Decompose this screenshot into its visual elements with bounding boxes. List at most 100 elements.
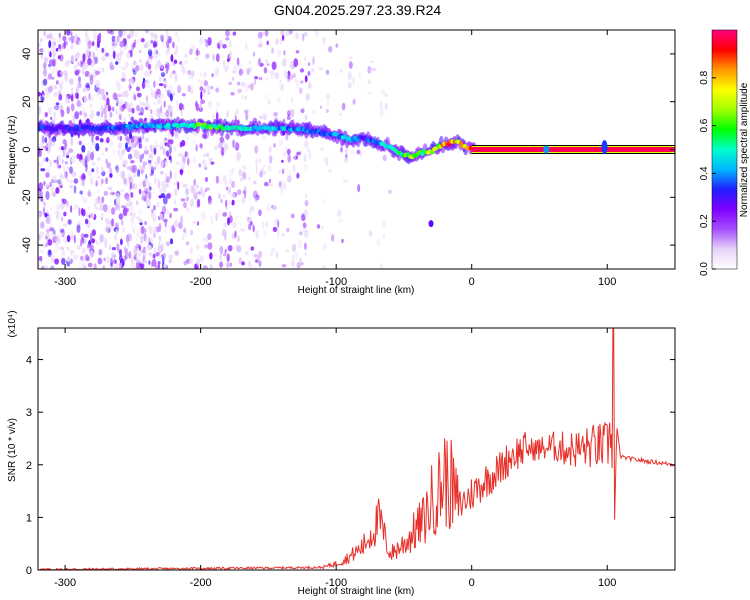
y-tick-label: -20	[21, 189, 33, 205]
colorbar-tick-label: 0.6	[699, 118, 710, 132]
noise-speckle	[236, 245, 242, 253]
noise-speckle	[382, 220, 386, 227]
noise-speckle	[156, 201, 160, 208]
noise-speckle	[152, 253, 156, 259]
noise-speckle	[43, 56, 48, 64]
noise-speckle	[304, 194, 308, 199]
noise-speckle	[379, 101, 383, 110]
noise-speckle	[56, 203, 60, 212]
noise-speckle	[164, 161, 168, 167]
noise-speckle	[359, 152, 363, 157]
colorbar-frame	[711, 29, 738, 270]
noise-speckle	[70, 43, 74, 50]
noise-speckle	[205, 85, 208, 93]
noise-speckle	[234, 111, 238, 115]
noise-speckle	[203, 71, 207, 78]
noise-speckle	[111, 106, 115, 112]
outlier-point	[428, 220, 434, 228]
noise-speckle	[341, 102, 346, 111]
noise-speckle	[39, 191, 44, 198]
noise-speckle	[181, 139, 186, 147]
noise-speckle	[296, 172, 300, 179]
noise-speckle	[172, 41, 175, 49]
noise-speckle	[384, 102, 388, 110]
y-tick-label: 1	[26, 512, 32, 524]
noise-speckle	[158, 83, 164, 87]
noise-speckle	[177, 37, 181, 42]
noise-speckle	[67, 219, 73, 225]
noise-speckle	[130, 160, 135, 164]
noise-speckle	[112, 257, 116, 267]
noise-speckle	[59, 83, 63, 89]
noise-speckle	[89, 178, 94, 186]
noise-speckle	[291, 259, 295, 268]
noise-speckle	[38, 234, 41, 241]
noise-speckle	[220, 146, 225, 156]
noise-speckle	[107, 105, 112, 112]
noise-speckle	[178, 83, 182, 92]
noise-speckle	[103, 94, 106, 101]
noise-speckle	[66, 30, 71, 36]
noise-speckle	[144, 79, 149, 83]
top-y-ticks: -40 -20 0 20 40	[21, 48, 675, 253]
noise-speckle	[137, 244, 141, 249]
noise-speckle	[196, 48, 199, 57]
noise-speckle	[119, 171, 123, 176]
noise-speckle	[50, 83, 54, 90]
noise-speckle	[253, 78, 257, 86]
noise-speckle	[49, 159, 52, 167]
noise-speckle	[142, 164, 146, 169]
noise-speckle	[153, 205, 156, 211]
noise-speckle	[219, 261, 224, 268]
noise-speckle	[39, 231, 45, 238]
noise-speckle	[384, 93, 389, 97]
noise-speckle	[230, 192, 236, 199]
noise-speckle	[207, 91, 211, 96]
noise-speckle	[58, 182, 63, 187]
noise-speckle	[149, 186, 152, 191]
noise-speckle	[149, 70, 152, 75]
noise-speckle	[89, 74, 94, 81]
noise-speckle	[225, 206, 228, 210]
noise-speckle	[318, 67, 324, 71]
noise-speckle	[189, 48, 193, 56]
noise-speckle	[376, 238, 380, 246]
noise-speckle	[115, 108, 118, 115]
noise-speckle	[91, 134, 94, 143]
noise-speckle	[128, 78, 131, 83]
noise-speckle	[150, 166, 155, 174]
noise-speckle	[165, 109, 170, 118]
noise-speckle	[210, 85, 214, 90]
noise-speckle	[157, 180, 161, 189]
noise-speckle	[388, 189, 392, 194]
noise-speckle	[169, 71, 173, 79]
noise-speckle	[74, 111, 79, 120]
noise-speckle	[95, 135, 100, 141]
noise-speckle	[49, 182, 52, 188]
noise-speckle	[215, 212, 218, 222]
noise-speckle	[144, 187, 149, 194]
noise-speckle	[91, 168, 95, 173]
noise-speckle	[162, 256, 165, 266]
noise-speckle	[126, 233, 132, 241]
noise-speckle	[174, 171, 177, 180]
noise-speckle	[139, 63, 144, 72]
noise-speckle	[152, 213, 157, 222]
noise-speckle	[123, 30, 127, 37]
noise-speckle	[288, 168, 291, 178]
noise-speckle	[184, 59, 189, 65]
noise-speckle	[79, 110, 83, 116]
x-tick-label: 100	[598, 276, 616, 288]
noise-speckle	[139, 179, 144, 188]
noise-speckle	[129, 30, 135, 38]
noise-speckle	[93, 263, 97, 269]
noise-speckle	[86, 44, 92, 49]
noise-speckle	[163, 139, 168, 143]
noise-speckle	[237, 235, 240, 243]
noise-speckle	[233, 141, 237, 149]
noise-speckle	[185, 188, 190, 196]
noise-speckle	[219, 246, 224, 254]
noise-speckle	[124, 251, 128, 260]
noise-speckle	[126, 51, 131, 59]
noise-speckle	[43, 115, 46, 123]
